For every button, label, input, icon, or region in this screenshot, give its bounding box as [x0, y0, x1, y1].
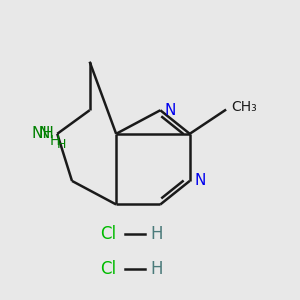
Text: NH: NH [32, 126, 54, 141]
Text: Cl: Cl [100, 260, 116, 278]
Text: H: H [57, 138, 67, 151]
Text: N: N [165, 103, 176, 118]
Text: H: H [150, 260, 163, 278]
Text: N: N [194, 173, 206, 188]
Text: H: H [150, 225, 163, 243]
Text: Cl: Cl [100, 225, 116, 243]
Text: CH₃: CH₃ [231, 100, 257, 114]
Text: H: H [50, 134, 60, 148]
Text: N: N [38, 126, 50, 141]
